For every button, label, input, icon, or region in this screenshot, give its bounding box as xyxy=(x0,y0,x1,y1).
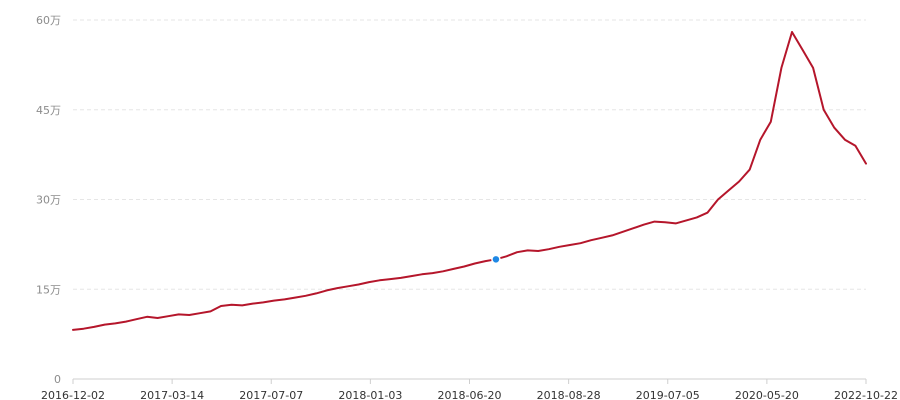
highlight-point[interactable] xyxy=(491,254,501,265)
x-tick-label: 2019-07-05 xyxy=(636,389,700,400)
series-layer xyxy=(72,31,867,331)
x-tick-label: 2018-08-28 xyxy=(537,389,601,400)
x-tick-label: 2018-06-20 xyxy=(438,389,502,400)
grid-layer xyxy=(73,19,866,290)
x-tick-label: 2016-12-02 xyxy=(41,389,105,400)
x-tick-label: 2018-01-03 xyxy=(338,389,402,400)
y-tick-label: 60万 xyxy=(36,14,61,27)
x-tick-label: 2017-03-14 xyxy=(140,389,204,400)
y-tick-label: 15万 xyxy=(36,283,61,296)
x-tick-label: 2020-05-20 xyxy=(735,389,799,400)
x-axis: 2016-12-02 2017-03-14 2017-07-07 2018-01-03… xyxy=(41,378,898,400)
y-axis: 0 15万 30万 45万 60万 xyxy=(36,14,61,386)
y-tick-label: 0 xyxy=(54,373,61,386)
x-tick-label: 2022-10-22 xyxy=(834,389,898,400)
series-line xyxy=(72,31,867,331)
y-tick-label: 45万 xyxy=(36,104,61,117)
y-tick-label: 30万 xyxy=(36,194,61,207)
x-tick-label: 2017-07-07 xyxy=(239,389,303,400)
